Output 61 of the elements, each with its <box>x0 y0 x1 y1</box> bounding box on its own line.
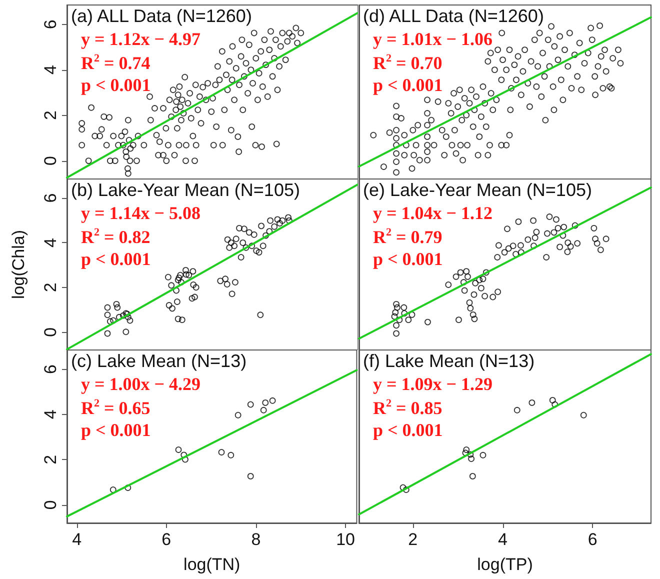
chart-title: (d) ALL Data (N=1260) <box>363 6 544 26</box>
x-tick-label: 10 <box>336 530 356 549</box>
y-tick-label: 6 <box>41 193 60 203</box>
y-axis-title: log(Chla) <box>9 230 28 299</box>
point <box>269 397 276 404</box>
point <box>469 472 476 480</box>
annotation: y = 1.04x − 1.12 <box>373 203 493 223</box>
chart-title: (c) Lake Mean (N=13) <box>71 351 247 371</box>
annotation: y = 1.09x − 1.29 <box>373 374 493 394</box>
point <box>463 446 470 453</box>
annotation: p < 0.001 <box>81 420 151 440</box>
point <box>124 484 132 491</box>
annotation: y = 1.14x − 5.08 <box>81 203 201 223</box>
point <box>247 401 254 408</box>
point <box>580 412 587 418</box>
annotation: y = 1.00x − 4.29 <box>81 374 201 394</box>
y-tick-label: 4 <box>41 65 60 75</box>
annotation: p < 0.001 <box>81 249 151 269</box>
y-tick-label: 0 <box>41 156 60 166</box>
y-tick-label: 6 <box>41 20 60 30</box>
y-tick-label: 2 <box>41 454 60 464</box>
x-axis-title: log(TP) <box>477 555 533 574</box>
chart-title: (e) Lake-Year Mean (N=105) <box>363 180 592 200</box>
y-tick-label: 2 <box>41 110 60 120</box>
x-axis-title: log(TN) <box>184 555 240 574</box>
chart-title: (a) ALL Data (N=1260) <box>71 6 252 26</box>
point <box>175 446 182 453</box>
annotation: y = 1.01x − 1.06 <box>373 29 493 49</box>
point <box>549 397 556 404</box>
point <box>228 452 234 458</box>
y-tick-label: 4 <box>41 410 60 420</box>
point <box>234 412 242 418</box>
point <box>110 486 116 493</box>
point <box>480 452 486 458</box>
point <box>528 399 536 406</box>
point <box>402 486 410 493</box>
x-tick-label: 4 <box>72 530 82 549</box>
annotation: p < 0.001 <box>373 75 443 95</box>
annotation: p < 0.001 <box>81 75 151 95</box>
point <box>468 456 475 462</box>
x-tick-label: 6 <box>162 530 172 549</box>
y-tick-label: 6 <box>41 364 60 374</box>
x-tick-label: 6 <box>588 530 598 549</box>
x-tick-label: 8 <box>251 530 261 549</box>
y-tick-label: 2 <box>41 282 60 292</box>
point <box>260 406 267 414</box>
chart-title: (f) Lake Mean (N=13) <box>363 351 535 371</box>
annotation: y = 1.12x − 4.97 <box>81 29 201 49</box>
point <box>467 451 474 458</box>
y-tick-label: 0 <box>41 327 60 337</box>
point <box>514 406 520 414</box>
point <box>247 472 254 480</box>
y-tick-label: 0 <box>41 500 60 510</box>
annotation: p < 0.001 <box>373 420 443 440</box>
point <box>262 399 269 406</box>
y-tick-label: 4 <box>41 238 60 248</box>
point <box>218 449 225 456</box>
chart-title: (b) Lake-Year Mean (N=105) <box>71 180 300 200</box>
x-tick-label: 4 <box>498 530 508 549</box>
annotation: p < 0.001 <box>373 249 443 269</box>
x-tick-label: 2 <box>408 530 418 549</box>
